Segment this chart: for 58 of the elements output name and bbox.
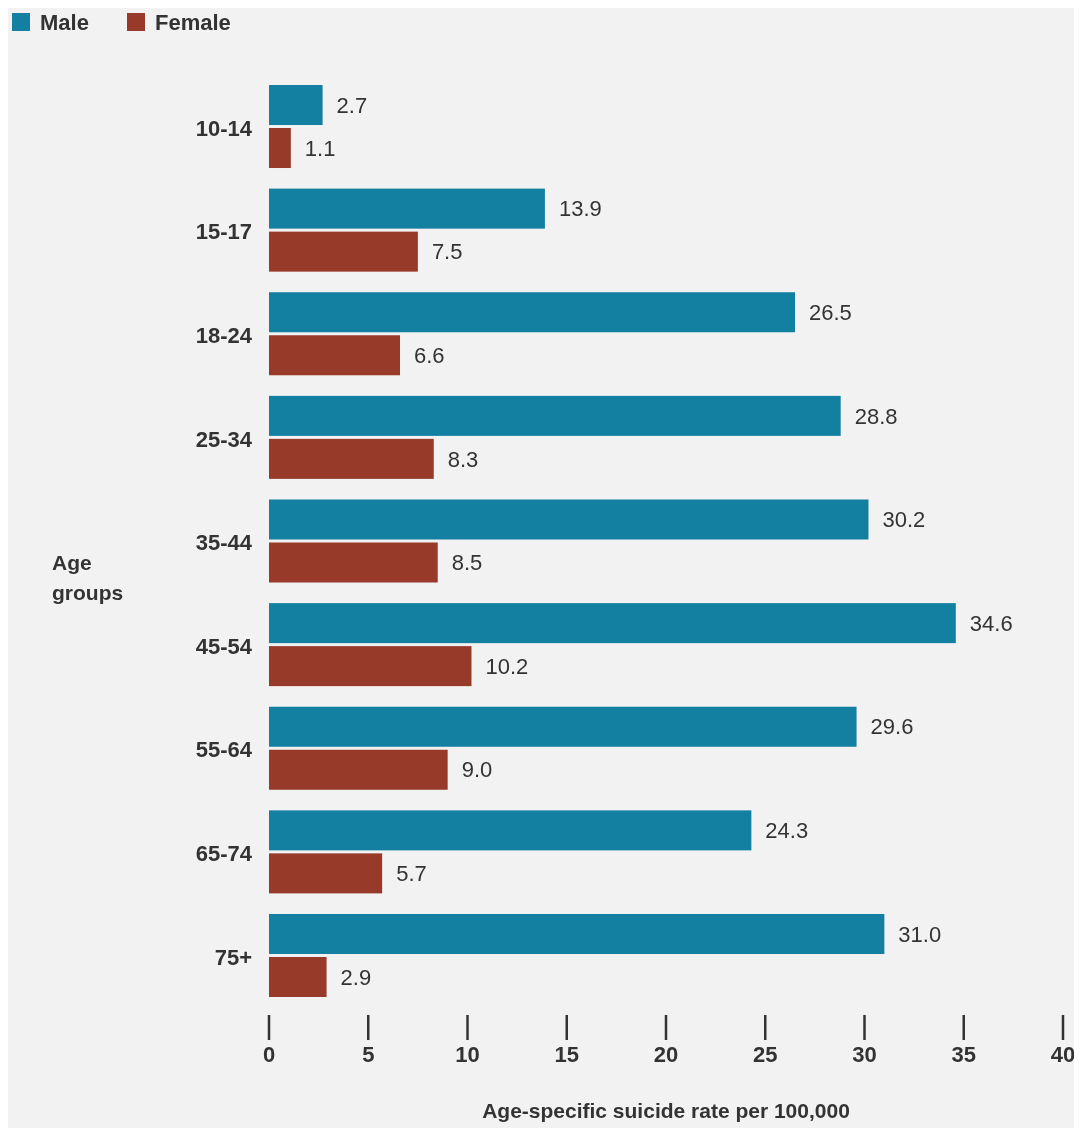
data-label: 26.5 [809, 299, 852, 325]
data-label: 8.5 [451, 550, 483, 576]
x-tick-label: 20 [653, 1042, 679, 1067]
bar [269, 188, 545, 229]
x-tick-label: 5 [362, 1042, 375, 1067]
x-tick-label: 0 [262, 1042, 276, 1067]
bar [269, 749, 448, 790]
y-tick-label: 65-74 [195, 841, 253, 867]
bar [269, 810, 752, 851]
bar [269, 128, 291, 169]
data-label: 29.6 [870, 714, 914, 740]
data-label: 9.0 [461, 757, 493, 783]
y-tick-label: 35-44 [195, 530, 253, 556]
data-label: 2.7 [336, 92, 368, 118]
data-label: 5.7 [396, 861, 427, 887]
data-label: 8.3 [447, 446, 479, 472]
data-label: 31.0 [898, 921, 942, 947]
data-label: 30.2 [882, 507, 926, 533]
y-tick-label: 55-64 [195, 737, 253, 763]
y-tick-label: 18-24 [195, 322, 253, 348]
data-label: 7.5 [431, 239, 463, 265]
data-label: 24.3 [765, 818, 809, 844]
bar [269, 395, 841, 436]
legend-label: Female [155, 9, 231, 35]
x-tick-label: 40 [1050, 1042, 1076, 1067]
data-label: 10.2 [485, 653, 529, 679]
x-tick-label: 30 [852, 1042, 877, 1067]
data-label: 6.6 [414, 342, 445, 368]
bar [269, 646, 472, 687]
x-tick-label: 15 [554, 1042, 579, 1067]
bar [269, 853, 383, 894]
bar [269, 292, 796, 333]
x-tick-label: 35 [951, 1042, 976, 1067]
y-tick-label: 25-34 [195, 426, 253, 452]
legend-label: Male [40, 9, 89, 35]
bar [269, 706, 857, 747]
data-label: 34.6 [969, 610, 1013, 636]
x-tick-label: 25 [753, 1042, 778, 1067]
bar [269, 603, 956, 644]
y-axis-title: Age groups [52, 551, 124, 604]
y-tick-label: 75+ [214, 944, 252, 970]
bar [269, 231, 418, 272]
x-axis-title: Age-specific suicide rate per 100,000 [482, 1099, 850, 1122]
y-tick-label: 15-17 [195, 219, 252, 245]
data-label: 1.1 [304, 135, 336, 161]
bar [269, 957, 327, 997]
data-label: 13.9 [558, 196, 602, 222]
bar [269, 85, 323, 125]
data-label: 2.9 [340, 964, 372, 990]
bar [269, 499, 869, 540]
y-tick-label: 10-14 [195, 115, 253, 141]
bar [269, 913, 885, 954]
y-tick-label: 45-54 [195, 633, 253, 659]
bar [269, 335, 401, 376]
bar [269, 438, 434, 479]
x-tick-label: 10 [455, 1042, 480, 1067]
bar [269, 542, 438, 583]
data-label: 28.8 [854, 403, 898, 429]
